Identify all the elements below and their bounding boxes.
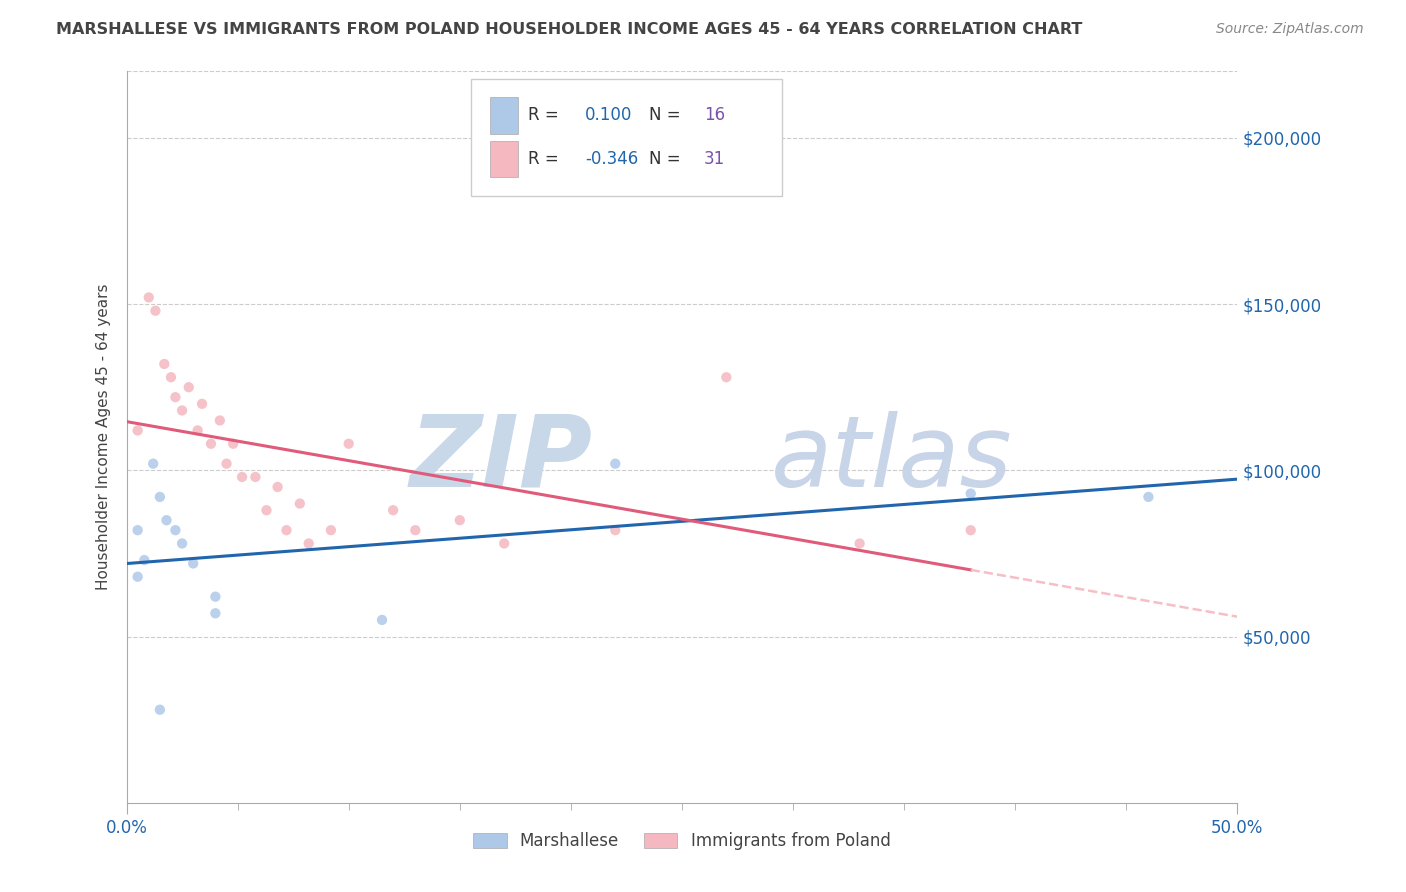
Point [204,590,226,604]
Point [298,536,321,550]
Point [494,536,516,550]
Point [256,503,278,517]
Point [172,536,194,550]
Point [204,607,226,621]
Point [959,523,981,537]
Point [382,503,405,517]
Point [145,303,167,318]
Point [153,357,176,371]
Point [149,490,172,504]
Text: R =: R = [527,150,564,168]
Point [276,523,298,537]
Text: 0.100: 0.100 [585,106,633,124]
Point [127,523,149,537]
Point [1137,490,1160,504]
Point [138,290,160,304]
Text: 16: 16 [704,106,725,124]
Point [371,613,394,627]
Point [215,457,238,471]
Point [172,403,194,417]
Point [288,497,311,511]
FancyBboxPatch shape [489,97,517,134]
Point [134,553,156,567]
Text: Source: ZipAtlas.com: Source: ZipAtlas.com [1216,22,1364,37]
FancyBboxPatch shape [489,141,517,178]
Point [155,513,177,527]
Text: N =: N = [648,106,686,124]
Text: -0.346: -0.346 [585,150,638,168]
Point [127,570,149,584]
Point [231,470,253,484]
FancyBboxPatch shape [471,78,782,195]
Point [222,436,245,450]
Point [165,523,187,537]
Point [605,457,627,471]
Point [142,457,165,471]
Point [200,436,222,450]
Point [127,424,149,438]
Point [449,513,471,527]
Point [605,523,627,537]
Point [187,424,209,438]
Point [266,480,288,494]
Text: N =: N = [648,150,686,168]
Text: atlas: atlas [770,410,1012,508]
Point [337,436,360,450]
Point [319,523,342,537]
Point [191,397,214,411]
Legend: Marshallese, Immigrants from Poland: Marshallese, Immigrants from Poland [467,825,897,856]
Point [160,370,183,384]
Point [959,486,981,500]
Point [404,523,426,537]
Point [848,536,870,550]
Y-axis label: Householder Income Ages 45 - 64 years: Householder Income Ages 45 - 64 years [96,284,111,591]
Point [165,390,187,404]
Text: MARSHALLESE VS IMMIGRANTS FROM POLAND HOUSEHOLDER INCOME AGES 45 - 64 YEARS CORR: MARSHALLESE VS IMMIGRANTS FROM POLAND HO… [56,22,1083,37]
Point [181,557,204,571]
Point [716,370,738,384]
Text: 31: 31 [704,150,725,168]
Text: R =: R = [527,106,564,124]
Point [208,413,231,427]
Text: ZIP: ZIP [411,410,593,508]
Point [149,703,172,717]
Point [245,470,267,484]
Point [177,380,200,394]
